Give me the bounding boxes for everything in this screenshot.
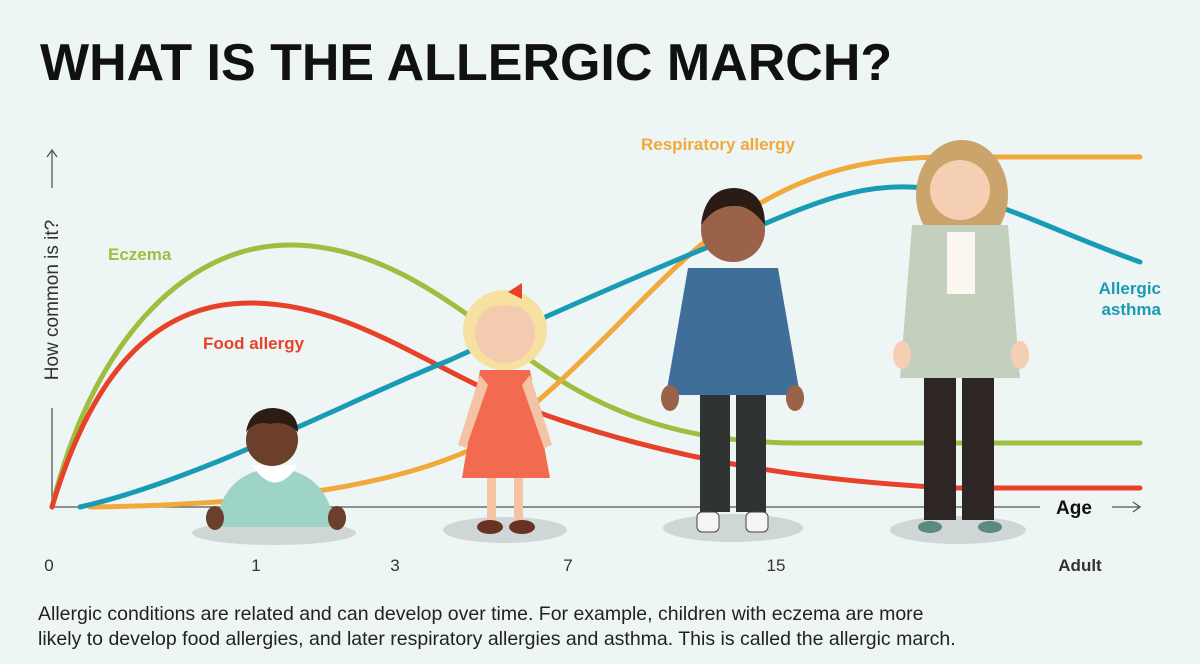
woman-shoe — [918, 521, 942, 533]
y-axis-label: How common is it? — [42, 220, 63, 381]
boy-shoe — [696, 511, 720, 533]
baby — [206, 408, 346, 530]
boy — [661, 188, 804, 533]
girl-leg — [514, 470, 523, 520]
food-allergy-label: Food allergy — [203, 334, 305, 353]
boy-leg — [736, 382, 766, 512]
shadow — [663, 514, 803, 542]
girl-leg — [487, 470, 496, 520]
woman — [893, 140, 1029, 533]
x-arrowhead — [1132, 501, 1142, 513]
asthma-label: Allergic — [1099, 279, 1161, 298]
eczema-curve — [49, 242, 1143, 510]
title: WHAT IS THE ALLERGIC MARCH? — [40, 34, 892, 92]
baby-foot — [206, 506, 224, 530]
boy-hand — [661, 385, 679, 411]
eczema-label: Eczema — [108, 245, 172, 264]
boy-head — [701, 198, 765, 262]
age-label: 3 — [390, 556, 399, 575]
baby-head — [246, 414, 298, 466]
woman-shoe — [978, 521, 1002, 533]
girl-head — [475, 303, 535, 363]
shadow — [890, 516, 1026, 544]
girl-shoe — [477, 520, 503, 534]
y-arrowhead — [46, 148, 58, 158]
boy-hair — [701, 188, 765, 225]
woman-hand — [1011, 341, 1029, 369]
woman-top — [947, 232, 975, 294]
boy-leg — [700, 382, 730, 512]
age-label: 0 — [44, 556, 53, 575]
age-label: 7 — [563, 556, 572, 575]
girl-fringe — [478, 296, 532, 312]
shadow — [443, 517, 567, 543]
caption-line: likely to develop food allergies, and la… — [38, 628, 956, 650]
girl-bow — [508, 283, 522, 299]
girl-arms — [458, 375, 552, 448]
baby-foot — [328, 506, 346, 530]
boy-shoe — [745, 511, 769, 533]
woman-cardigan — [900, 225, 1020, 378]
girl-shoe — [509, 520, 535, 534]
asthma-label: asthma — [1101, 300, 1161, 319]
baby-hair — [246, 408, 298, 432]
respiratory-label: Respiratory allergy — [641, 135, 796, 154]
age-label: Adult — [1058, 556, 1102, 575]
boy-hand — [786, 385, 804, 411]
caption-line: Allergic conditions are related and can … — [38, 603, 924, 625]
food-allergy-curve — [49, 300, 1143, 510]
baby-bib — [252, 465, 298, 483]
age-label: 1 — [251, 556, 260, 575]
x-axis-label: Age — [1056, 498, 1092, 519]
age-label: 15 — [767, 556, 786, 575]
girl — [458, 283, 552, 534]
boy-hoodie — [666, 268, 800, 395]
woman-head — [930, 160, 990, 220]
woman-hand — [893, 341, 911, 369]
baby-body — [215, 468, 335, 527]
